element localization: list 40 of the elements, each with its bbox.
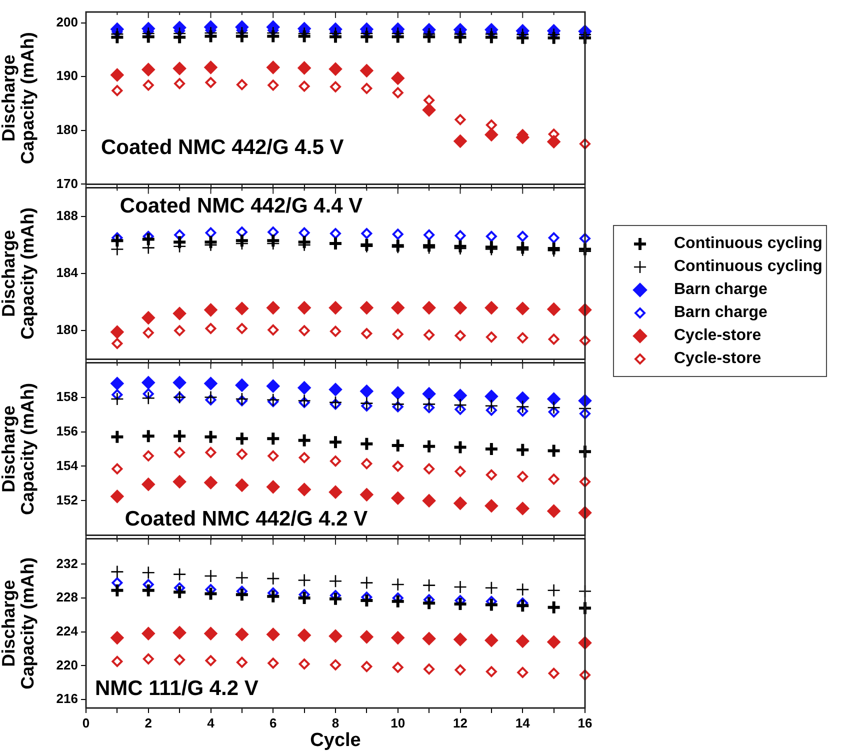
x-tick-label: 0 (82, 715, 90, 730)
x-tick-label: 6 (270, 715, 277, 730)
y-tick-label: 216 (56, 691, 78, 706)
y-axis-title: Discharge Capacity (mAh) (0, 32, 38, 164)
y-tick-label: 232 (56, 556, 78, 571)
y-tick-label: 156 (56, 423, 78, 438)
y-axis-title: Discharge Capacity (mAh) (0, 207, 38, 340)
y-tick-label: 180 (56, 322, 78, 338)
legend-label: Continuous cycling (674, 258, 822, 276)
x-tick-label: 10 (390, 715, 406, 730)
y-tick-label: 188 (56, 208, 78, 223)
x-tick-label: 8 (332, 715, 340, 730)
x-tick-label: 12 (453, 715, 468, 730)
x-tick-label: 2 (144, 715, 152, 730)
y-tick-label: 200 (56, 14, 78, 30)
y-tick-label: 170 (56, 176, 78, 191)
y-tick-label: 158 (56, 388, 78, 404)
x-tick-label: 4 (207, 715, 216, 730)
legend-label: Cycle-store (674, 326, 762, 344)
y-tick-label: 228 (56, 590, 78, 605)
y-tick-label: 152 (56, 492, 78, 508)
y-tick-label: 220 (56, 657, 78, 672)
y-tick-label: 184 (56, 265, 79, 280)
legend-label: Cycle-store (674, 350, 762, 368)
annotation: Coated NMC 442/G 4.4 V (120, 194, 363, 218)
annotation: Coated NMC 442/G 4.5 V (100, 136, 344, 159)
x-tick-label: 14 (515, 715, 531, 730)
y-axis-title: Discharge Capacity (mAh) (0, 382, 38, 516)
legend-label: Continuous cycling (674, 234, 822, 252)
y-tick-label: 190 (56, 68, 78, 84)
annotation: NMC 111/G 4.2 V (94, 677, 258, 700)
legend-label: Barn charge (674, 304, 768, 322)
y-axis-title: Discharge Capacity (mAh) (0, 557, 38, 690)
x-axis-title: Cycle (310, 730, 361, 751)
y-tick-label: 154 (56, 458, 79, 473)
y-tick-label: 180 (56, 122, 78, 137)
y-tick-label: 224 (56, 623, 79, 638)
annotation: Coated NMC 442/G 4.2 V (124, 507, 368, 530)
x-tick-label: 16 (578, 715, 592, 730)
legend-label: Barn charge (674, 280, 768, 298)
